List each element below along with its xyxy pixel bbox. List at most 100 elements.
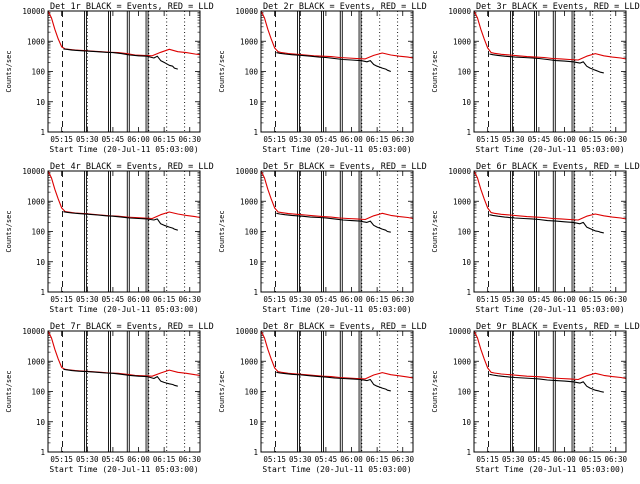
panel-title: Det 3r BLACK = Events, RED = LLD [476, 2, 640, 12]
y-tick-label: 1000 [27, 357, 46, 366]
x-tick-label: 05:15 [476, 455, 499, 464]
y-tick-label: 10 [462, 418, 472, 427]
y-axis-label: Counts/sec [5, 370, 13, 412]
y-axis-label: Counts/sec [218, 50, 226, 92]
y-tick-label: 1 [253, 128, 258, 137]
x-tick-label: 05:45 [528, 455, 551, 464]
chart-svg: 1 10 100 1000 10000 05:15 05:30 05:45 06:00 06:15… [431, 162, 640, 314]
x-tick-label: 05:45 [102, 135, 125, 144]
lld-series-line [48, 171, 200, 220]
y-tick-label: 10 [462, 98, 472, 107]
x-tick-label: 05:30 [76, 455, 99, 464]
y-tick-label: 1 [253, 448, 258, 457]
plot-frame [260, 330, 414, 453]
y-tick-label: 100 [457, 388, 471, 397]
y-axis-label: Counts/sec [431, 210, 439, 252]
x-tick-label: 06:00 [127, 135, 150, 144]
x-tick-label: 05:15 [476, 135, 499, 144]
x-tick-label: 06:30 [178, 455, 201, 464]
y-tick-label: 1 [40, 128, 45, 137]
x-tick-label: 06:00 [127, 455, 150, 464]
plot-frame [473, 170, 627, 293]
events-series-line [276, 52, 391, 73]
x-tick-label: 05:30 [76, 135, 99, 144]
y-tick-label: 10 [462, 258, 472, 267]
panel-title: Det 8r BLACK = Events, RED = LLD [263, 322, 427, 332]
chart-svg: 1 10 100 1000 10000 05:15 05:30 05:45 06:00 06:15… [218, 322, 427, 474]
y-tick-label: 1 [40, 288, 45, 297]
y-tick-label: 100 [457, 68, 471, 77]
x-tick-label: 06:00 [553, 295, 576, 304]
y-tick-label: 100 [244, 228, 258, 237]
detector-panel-9: 1 10 100 1000 10000 05:15 05:30 05:45 06:00 06:15… [426, 320, 640, 480]
y-tick-label: 1 [466, 448, 471, 457]
y-axis-label: Counts/sec [218, 370, 226, 412]
y-tick-label: 10000 [448, 327, 471, 336]
y-tick-label: 10000 [22, 167, 45, 176]
y-tick-label: 10 [36, 98, 46, 107]
x-tick-label: 05:30 [502, 295, 525, 304]
chart-svg: 1 10 100 1000 10000 05:15 05:30 05:45 06:00 06:15… [5, 2, 214, 154]
x-tick-label: 06:15 [153, 455, 176, 464]
lld-series-line [261, 171, 413, 221]
lld-series-line [474, 171, 626, 221]
detector-panel-8: 1 10 100 1000 10000 05:15 05:30 05:45 06:00 06:15… [213, 320, 427, 480]
x-tick-label: 06:15 [366, 135, 389, 144]
detector-panel-2: 1 10 100 1000 10000 05:15 05:30 05:45 06:00 06:15… [213, 0, 427, 160]
y-tick-label: 1000 [27, 37, 46, 46]
x-tick-label: 06:15 [579, 295, 602, 304]
y-tick-label: 100 [244, 388, 258, 397]
y-tick-label: 1 [253, 288, 258, 297]
events-series-line [63, 211, 178, 231]
x-tick-label: 05:45 [528, 295, 551, 304]
y-axis-label: Counts/sec [5, 210, 13, 252]
x-tick-label: 05:30 [502, 455, 525, 464]
panel-title: Det 6r BLACK = Events, RED = LLD [476, 162, 640, 172]
x-tick-label: 05:30 [76, 295, 99, 304]
events-series-line [489, 214, 604, 234]
y-tick-label: 10000 [235, 167, 258, 176]
x-axis-label: Start Time (20-Jul-11 05:03:00) [262, 145, 411, 154]
events-series-line [276, 212, 391, 233]
x-tick-label: 06:30 [391, 135, 414, 144]
x-tick-label: 06:00 [340, 455, 363, 464]
plot-frame [47, 330, 201, 453]
y-tick-label: 10000 [22, 327, 45, 336]
lld-series-line [48, 11, 200, 57]
y-tick-label: 1 [466, 288, 471, 297]
chart-svg: 1 10 100 1000 10000 05:15 05:30 05:45 06:00 06:15… [431, 2, 640, 154]
plot-frame [473, 10, 627, 133]
panel-title: Det 5r BLACK = Events, RED = LLD [263, 162, 427, 172]
panel-title: Det 2r BLACK = Events, RED = LLD [263, 2, 427, 12]
detector-panel-5: 1 10 100 1000 10000 05:15 05:30 05:45 06:00 06:15… [213, 160, 427, 320]
y-tick-label: 100 [31, 68, 45, 77]
chart-svg: 1 10 100 1000 10000 05:15 05:30 05:45 06:00 06:15… [5, 162, 214, 314]
x-axis-label: Start Time (20-Jul-11 05:03:00) [49, 305, 198, 314]
x-tick-label: 05:30 [502, 135, 525, 144]
chart-svg: 1 10 100 1000 10000 05:15 05:30 05:45 06:00 06:15… [5, 322, 214, 474]
x-tick-label: 06:00 [340, 295, 363, 304]
y-axis-label: Counts/sec [5, 50, 13, 92]
x-tick-label: 05:30 [289, 135, 312, 144]
x-tick-label: 05:45 [102, 455, 125, 464]
x-tick-label: 06:30 [604, 135, 627, 144]
detector-panel-7: 1 10 100 1000 10000 05:15 05:30 05:45 06:00 06:15… [0, 320, 214, 480]
y-tick-label: 1000 [240, 37, 259, 46]
x-tick-label: 05:15 [476, 295, 499, 304]
plot-frame [473, 330, 627, 453]
lld-series-line [48, 331, 200, 377]
plot-frame [47, 10, 201, 133]
x-tick-label: 05:15 [263, 455, 286, 464]
y-tick-label: 100 [244, 68, 258, 77]
y-tick-label: 1000 [27, 197, 46, 206]
lld-series-line [261, 11, 413, 60]
x-tick-label: 06:30 [178, 295, 201, 304]
y-tick-label: 100 [31, 228, 45, 237]
chart-svg: 1 10 100 1000 10000 05:15 05:30 05:45 06:00 06:15… [431, 322, 640, 474]
x-axis-label: Start Time (20-Jul-11 05:03:00) [262, 465, 411, 474]
x-tick-label: 06:30 [391, 455, 414, 464]
plot-frame [260, 170, 414, 293]
y-tick-label: 10 [36, 418, 46, 427]
x-tick-label: 06:15 [579, 455, 602, 464]
